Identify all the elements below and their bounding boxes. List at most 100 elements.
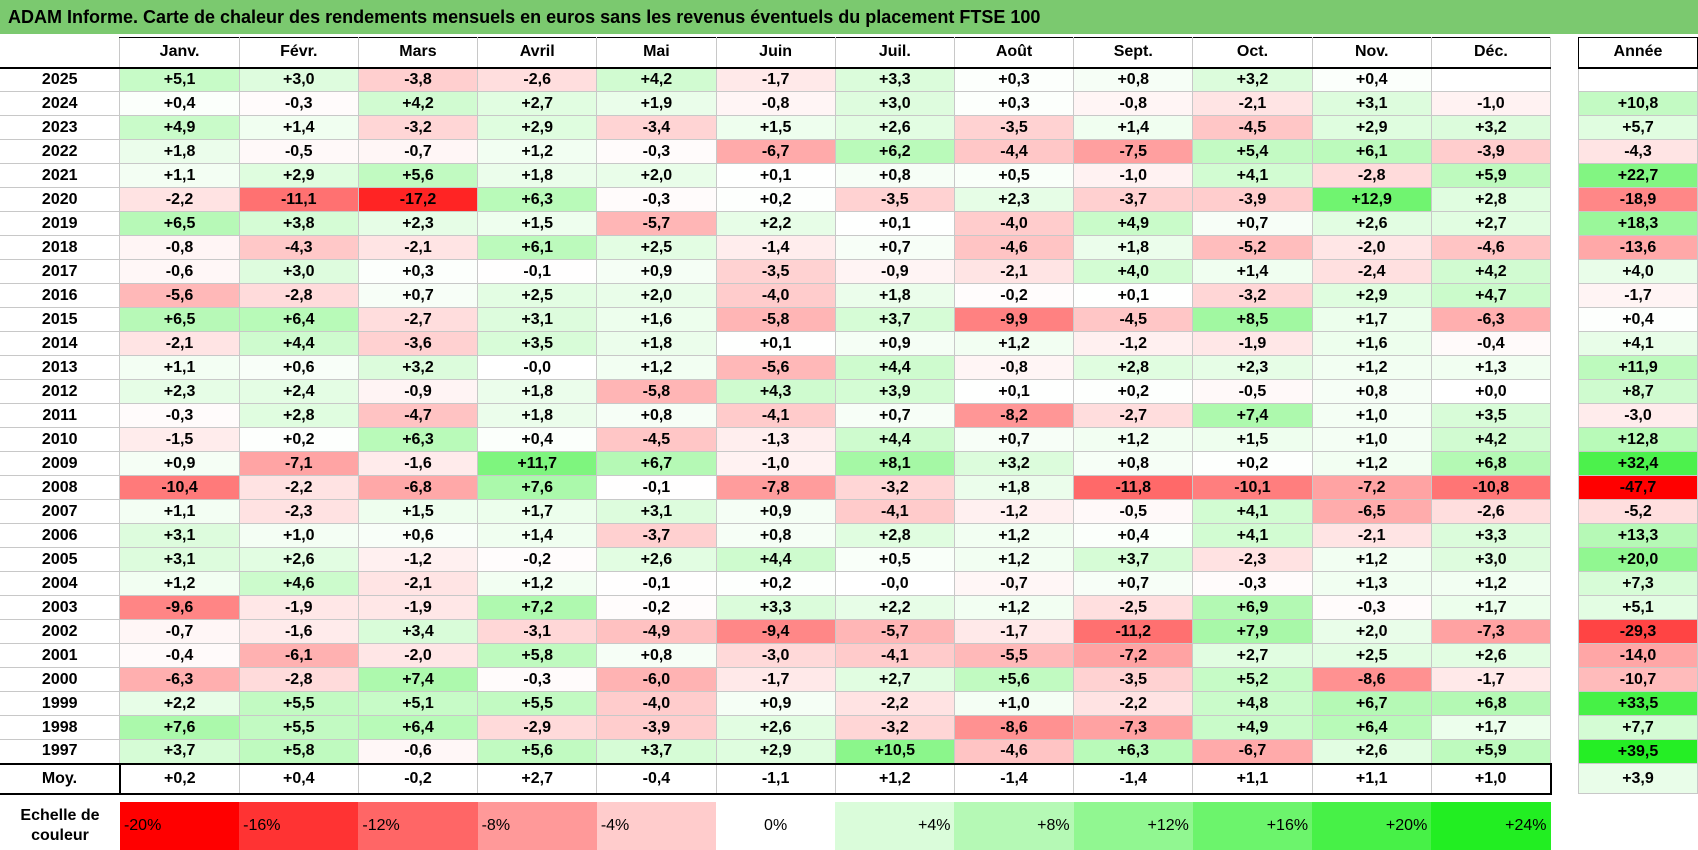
heatmap-cell: +1,7 <box>1430 595 1552 620</box>
heatmap-cell: +1,4 <box>1073 115 1194 140</box>
heatmap-cell: -3,1 <box>477 619 598 644</box>
heatmap-cell: +4,7 <box>1430 283 1552 308</box>
heatmap-cell: -3,9 <box>1192 187 1313 212</box>
heatmap-cell: +1,2 <box>477 139 598 164</box>
table-row: 2025 +5,1 +3,0 -3,8 -2,6 +4,2 -1,7 +3,3 +0,3 +0,8… <box>0 66 1698 92</box>
heatmap-cell: +1,8 <box>119 139 240 164</box>
heatmap-cell: +0,5 <box>953 163 1075 188</box>
heatmap-cell: +0,1 <box>715 163 836 188</box>
year-label: 2001 <box>0 643 121 668</box>
heatmap-cell: -4,0 <box>596 691 717 716</box>
heatmap-cell: +6,3 <box>357 427 479 452</box>
heatmap-cell: -6,7 <box>1192 739 1313 764</box>
heatmap-cell: +3,7 <box>119 739 240 764</box>
heatmap-cell: +5,8 <box>238 739 359 764</box>
month-header-4: Avril <box>477 37 598 68</box>
gap-cell <box>1551 476 1579 500</box>
heatmap-cell: -5,2 <box>1192 235 1313 260</box>
heatmap-cell: +3,9 <box>834 379 955 404</box>
table-row: 2003 -9,6 -1,9 -1,9 +7,2 -0,2 +3,3 +2,2 +1,2 -2,5… <box>0 595 1698 620</box>
heatmap-cell: +5,2 <box>1192 667 1313 692</box>
color-scale-row: Echelle de couleur -20% -16% -12% -8% -4% 0% +4… <box>0 801 1698 850</box>
heatmap-cell: +2,2 <box>834 595 955 620</box>
page-title: ADAM Informe. Carte de chaleur des rende… <box>0 0 1698 34</box>
average-cell: -0,4 <box>596 762 717 795</box>
heatmap-cell: -17,2 <box>357 187 479 212</box>
heatmap-cell: -0,3 <box>596 139 717 164</box>
gap-cell <box>1551 524 1579 548</box>
year-label: 2004 <box>0 571 121 596</box>
heatmap-cell: -4,1 <box>715 403 836 428</box>
heatmap-cell: +1,6 <box>596 307 717 332</box>
heatmap-cell: -0,2 <box>596 595 717 620</box>
heatmap-cell: +2,6 <box>834 115 955 140</box>
heatmap-cell: -1,5 <box>119 427 240 452</box>
heatmap-cell: -6,3 <box>1430 307 1552 332</box>
heatmap-cell: +0,0 <box>1430 379 1552 404</box>
heatmap-cell: +0,9 <box>119 451 240 476</box>
heatmap-cell: +0,3 <box>953 66 1075 92</box>
heatmap-cell: +0,1 <box>1073 283 1194 308</box>
heatmap-cell: -0,0 <box>477 355 598 380</box>
heatmap-cell: +3,2 <box>1430 115 1552 140</box>
table-row: 2009 +0,9 -7,1 -1,6 +11,7 +6,7 -1,0 +8,1 +3,2 +0,… <box>0 451 1698 476</box>
heatmap-cell: +1,5 <box>357 499 479 524</box>
heatmap-cell: +2,4 <box>238 379 359 404</box>
heatmap-cell: +0,9 <box>596 259 717 284</box>
heatmap-cell: +0,8 <box>715 523 836 548</box>
table-row: 2010 -1,5 +0,2 +6,3 +0,4 -4,5 -1,3 +4,4 +0,7 +1,2… <box>0 427 1698 452</box>
heatmap-cell: +3,5 <box>477 331 598 356</box>
heatmap-cell: -0,5 <box>1192 379 1313 404</box>
color-scale-stop: +20% <box>1312 801 1432 850</box>
heatmap-cell: -10,8 <box>1430 475 1552 500</box>
heatmap-cell: +6,9 <box>1192 595 1313 620</box>
heatmap-cell: -2,1 <box>357 571 479 596</box>
heatmap-cell: -1,0 <box>715 451 836 476</box>
heatmap-cell: -3,5 <box>1073 667 1194 692</box>
heatmap-cell: -1,4 <box>715 235 836 260</box>
heatmap-cell: -2,9 <box>477 715 598 740</box>
average-row: Moy. +0,2 +0,4 -0,2 +2,7 -0,4 -1,1 +1,2 -1,4 -1,4… <box>0 762 1698 795</box>
heatmap-cell: +0,9 <box>834 331 955 356</box>
heatmap-cell: +4,4 <box>715 547 836 572</box>
heatmap-cell: -2,4 <box>1311 259 1432 284</box>
annual-cell: +5,1 <box>1577 595 1698 620</box>
year-label: 2019 <box>0 211 121 236</box>
heatmap-cell: +6,8 <box>1430 451 1552 476</box>
gap-cell <box>1551 740 1579 764</box>
heatmap-cell: -7,2 <box>1311 475 1432 500</box>
heatmap-cell: -1,2 <box>1073 331 1194 356</box>
heatmap-cell: +6,1 <box>1311 139 1432 164</box>
table-row: 2017 -0,6 +3,0 +0,3 -0,1 +0,9 -3,5 -0,9 -2,1 +4,0… <box>0 259 1698 284</box>
heatmap-cell: +3,1 <box>477 307 598 332</box>
heatmap-cell: +4,9 <box>1073 211 1194 236</box>
annual-header: Année <box>1577 37 1698 68</box>
heatmap-cell: +2,7 <box>1430 211 1552 236</box>
gap-cell <box>1551 644 1579 668</box>
heatmap-cell: +2,3 <box>357 211 479 236</box>
gap-cell <box>1551 68 1579 92</box>
heatmap-cell: -4,9 <box>596 619 717 644</box>
month-header-5: Mai <box>596 37 717 68</box>
heatmap-cell: +1,1 <box>119 355 240 380</box>
heatmap-cell: -2,8 <box>1311 163 1432 188</box>
header-row: Janv. Févr. Mars Avril Mai Juin Juil. Août Sept.… <box>0 37 1698 68</box>
heatmap-cell: -0,3 <box>596 187 717 212</box>
annual-cell: -1,7 <box>1577 283 1698 308</box>
heatmap-cell: +5,6 <box>953 667 1075 692</box>
heatmap-cell: +3,7 <box>1073 547 1194 572</box>
heatmap-cell: +6,8 <box>1430 691 1552 716</box>
heatmap-cell: -7,5 <box>1073 139 1194 164</box>
color-scale-label: Echelle de couleur <box>20 806 100 844</box>
heatmap-cell: +1,2 <box>596 355 717 380</box>
heatmap-cell: +10,5 <box>834 739 955 764</box>
heatmap-cell: -1,6 <box>238 619 359 644</box>
year-label: 2025 <box>0 66 121 92</box>
heatmap-cell: +4,2 <box>596 66 717 92</box>
annual-cell: +0,4 <box>1577 307 1698 332</box>
heatmap-cell: -4,1 <box>834 499 955 524</box>
annual-cell: +13,3 <box>1577 523 1698 548</box>
gap-cell <box>1551 116 1579 140</box>
heatmap-cell: -2,0 <box>1311 235 1432 260</box>
gap-cell <box>1551 404 1579 428</box>
